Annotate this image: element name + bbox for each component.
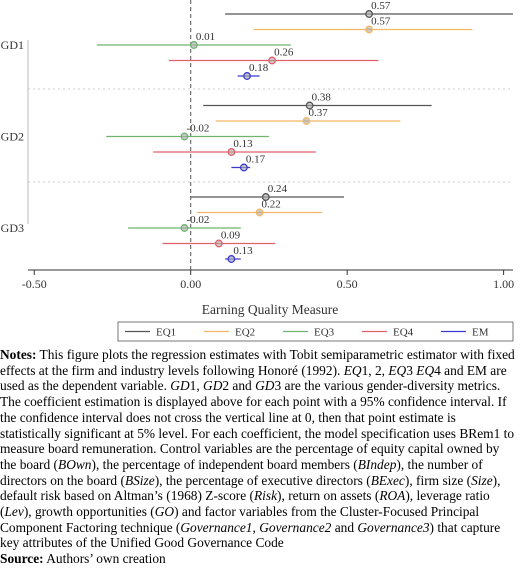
notes-text: BSize — [124, 472, 155, 488]
notes-text: 1, 2, — [361, 362, 389, 378]
notes-text: 3 — [406, 362, 417, 378]
y-tick-label: GD1 — [1, 38, 24, 52]
notes-text: EQ — [388, 362, 407, 378]
legend-label: EQ4 — [393, 327, 414, 339]
x-axis-title: Earning Quality Measure — [202, 302, 338, 317]
notes-text: 1, — [189, 378, 204, 394]
notes-paragraph: Notes: This figure plots the regression … — [0, 347, 516, 551]
notes-text: EQ — [416, 362, 435, 378]
legend-label: EQ3 — [314, 327, 335, 339]
value-label: 0.17 — [246, 154, 266, 166]
notes-text: ROA — [379, 488, 406, 504]
value-label: 0.13 — [233, 245, 253, 257]
point-estimate — [239, 163, 248, 172]
notes-text: ), the number of directors on the board … — [0, 456, 483, 488]
x-tick-label: 0.50 — [337, 277, 358, 291]
notes-text: 4 and EM are used as the dependent varia… — [0, 362, 507, 394]
notes: Notes: This figure plots the regression … — [0, 347, 516, 567]
notes-text: GO — [154, 504, 175, 520]
value-label: 0.26 — [274, 47, 294, 59]
notes-text: Governance3 — [357, 519, 430, 535]
notes-text: BIndep — [357, 456, 397, 472]
notes-text: BExec — [370, 472, 405, 488]
point-estimate — [255, 208, 264, 217]
point-estimate — [305, 101, 314, 110]
value-label: 0.18 — [249, 62, 269, 74]
value-label: 0.22 — [262, 199, 281, 211]
legend-box — [117, 321, 514, 342]
legend-label: EQ2 — [235, 327, 255, 339]
notes-text: Size — [471, 472, 493, 488]
notes-text: , — [252, 519, 260, 535]
point-estimate — [261, 193, 270, 201]
point-estimate — [365, 25, 374, 34]
point-estimate — [180, 224, 189, 232]
y-tick-label: GD3 — [1, 221, 24, 235]
point-estimate — [268, 56, 277, 65]
notes-text: Lev — [4, 504, 24, 520]
value-label: 0.57 — [371, 16, 391, 28]
value-label: 0.09 — [221, 230, 241, 242]
notes-text: and — [331, 519, 358, 535]
value-label: 0.24 — [268, 183, 288, 195]
notes-text: This figure plots the regression estimat… — [0, 347, 515, 378]
legend-label: EQ1 — [156, 327, 176, 339]
source-label: Source: — [0, 551, 44, 567]
notes-label: Notes: — [0, 347, 37, 362]
value-label: -0.02 — [186, 214, 209, 226]
notes-text: GD — [170, 378, 190, 394]
x-tick-label: -0.50 — [22, 277, 47, 291]
value-label: 0.13 — [233, 138, 253, 150]
value-label: 0.57 — [371, 0, 391, 12]
notes-text: ), return on assets ( — [277, 488, 380, 504]
notes-text: 3 are the various gender-diversity metri… — [0, 378, 515, 472]
chart: Earning Quality Measure -0.50 0.00 0.50 1.0… — [1, 0, 514, 342]
notes-text: 2 and — [222, 378, 256, 394]
notes-text: EQ — [343, 362, 362, 378]
notes-text: Governance2 — [259, 519, 332, 535]
source-line: Source: Authors’ own creation — [0, 551, 516, 567]
notes-text: ), leverage ratio ( — [0, 488, 490, 520]
point-estimate — [227, 255, 236, 263]
notes-text: GD — [255, 378, 275, 394]
point-estimate — [214, 239, 223, 248]
source-text: Authors’ own creation — [43, 551, 166, 567]
value-label: 0.01 — [196, 31, 215, 43]
legend-label: EM — [472, 327, 489, 339]
x-tick-label: 1.00 — [493, 277, 514, 291]
value-label: 0.38 — [312, 92, 332, 104]
notes-text: ), growth opportunities ( — [23, 504, 155, 520]
value-label: -0.02 — [186, 123, 209, 135]
notes-text: ), the percentage of executive directors… — [154, 472, 371, 488]
notes-text: GD — [203, 378, 223, 394]
notes-text: ), default risk based on Altman’s (1968)… — [0, 472, 501, 504]
point-estimate — [189, 41, 198, 49]
notes-text: ), the percentage of independent board m… — [91, 456, 358, 472]
point-estimate — [243, 72, 251, 80]
point-estimate — [302, 117, 311, 125]
x-tick-label: 0.00 — [180, 277, 201, 291]
value-label: 0.37 — [308, 107, 328, 119]
notes-text: ) that capture key attributes of the Uni… — [0, 519, 501, 551]
notes-text: ), firm size ( — [404, 472, 472, 488]
notes-text: Risk — [253, 488, 278, 504]
point-estimate — [365, 10, 374, 18]
notes-text: Governance1 — [180, 519, 253, 535]
point-estimate — [227, 148, 236, 156]
y-tick-label: GD2 — [1, 130, 24, 144]
point-estimate — [180, 132, 189, 141]
notes-text: ) and factor variables from the Cluster-… — [0, 504, 480, 535]
notes-text: BOwn — [58, 456, 92, 472]
